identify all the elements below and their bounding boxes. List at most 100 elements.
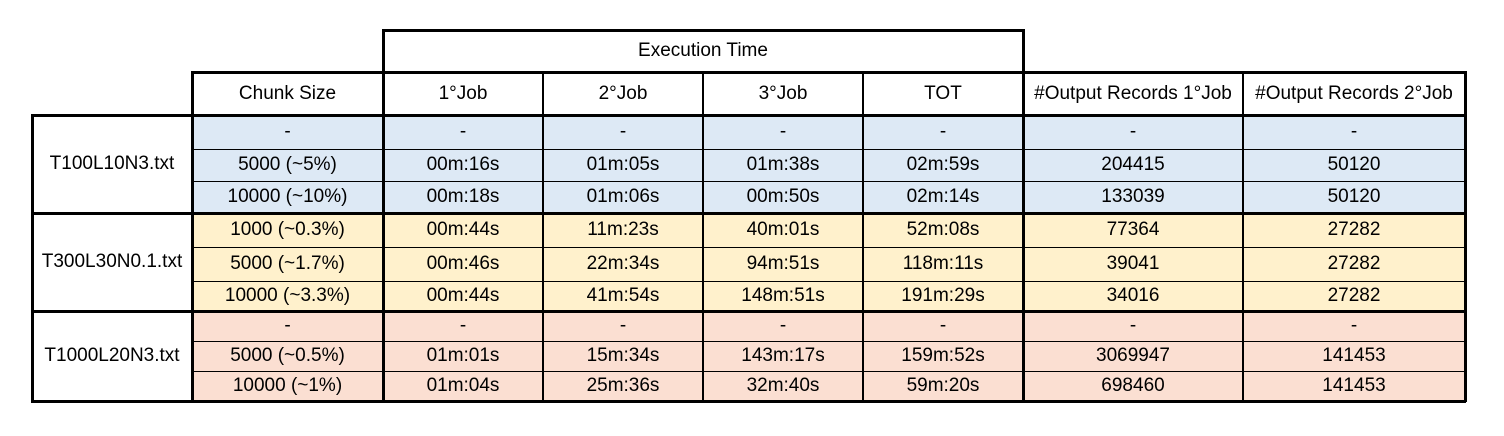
grid-line bbox=[31, 400, 1466, 403]
table-cell: 141453 bbox=[1243, 341, 1465, 371]
grid-line bbox=[1464, 114, 1467, 402]
table-cell: 39041 bbox=[1023, 247, 1243, 281]
table-cell: 00m:46s bbox=[383, 247, 543, 281]
table-cell: - bbox=[383, 115, 543, 149]
table-cell: - bbox=[543, 115, 703, 149]
grid-line bbox=[542, 114, 544, 402]
table-cell: 01m:38s bbox=[703, 149, 863, 181]
table-cell: 3069947 bbox=[1023, 341, 1243, 371]
table-cell: 141453 bbox=[1243, 371, 1465, 401]
grid-line bbox=[31, 310, 1466, 313]
grid-line bbox=[1022, 71, 1025, 116]
table-cell: 00m:44s bbox=[383, 213, 543, 247]
table-cell: 00m:16s bbox=[383, 149, 543, 181]
grid-line bbox=[1022, 114, 1025, 402]
table-cell: 50120 bbox=[1243, 149, 1465, 181]
grid-line bbox=[382, 114, 385, 402]
column-header: #Output Records 1°Job bbox=[1023, 72, 1243, 115]
table-cell: 02m:59s bbox=[863, 149, 1023, 181]
grid-line bbox=[1022, 29, 1025, 73]
grid-line bbox=[191, 114, 194, 402]
table-cell: - bbox=[1243, 311, 1465, 341]
grid-line bbox=[31, 212, 1466, 215]
table-cell: 698460 bbox=[1023, 371, 1243, 401]
grid-line bbox=[31, 114, 34, 402]
table-cell: 148m:51s bbox=[703, 281, 863, 311]
table-cell: - bbox=[192, 115, 383, 149]
grid-line bbox=[192, 181, 1465, 182]
table-cell: 5000 (~0.5%) bbox=[192, 341, 383, 371]
table-cell: 143m:17s bbox=[703, 341, 863, 371]
dataset-label: T100L10N3.txt bbox=[32, 115, 192, 213]
table-cell: 41m:54s bbox=[543, 281, 703, 311]
table-cell: 01m:06s bbox=[543, 181, 703, 213]
table-cell: 10000 (~3.3%) bbox=[192, 281, 383, 311]
table-cell: 27282 bbox=[1243, 281, 1465, 311]
table-cell: - bbox=[1023, 311, 1243, 341]
table-cell: 01m:05s bbox=[543, 149, 703, 181]
column-header: 3°Job bbox=[703, 72, 863, 115]
table-cell: - bbox=[1023, 115, 1243, 149]
grid-line bbox=[192, 149, 1465, 150]
grid-line bbox=[191, 71, 194, 116]
column-header: Chunk Size bbox=[192, 72, 383, 115]
column-header: 2°Job bbox=[543, 72, 703, 115]
table-cell: 11m:23s bbox=[543, 213, 703, 247]
table-cell: - bbox=[703, 115, 863, 149]
grid-line bbox=[31, 114, 1466, 117]
table-cell: 25m:36s bbox=[543, 371, 703, 401]
grid-line bbox=[382, 29, 385, 73]
table-cell: 191m:29s bbox=[863, 281, 1023, 311]
table-cell: 00m:50s bbox=[703, 181, 863, 213]
grid-line bbox=[192, 371, 1465, 372]
grid-line bbox=[1464, 71, 1467, 116]
grid-line bbox=[1242, 71, 1244, 116]
grid-line bbox=[382, 29, 1024, 32]
grid-line bbox=[192, 341, 1465, 342]
grid-line bbox=[702, 114, 704, 402]
table-cell: 118m:11s bbox=[863, 247, 1023, 281]
table-cell: 40m:01s bbox=[703, 213, 863, 247]
table-cell: 59m:20s bbox=[863, 371, 1023, 401]
table-cell: 77364 bbox=[1023, 213, 1243, 247]
table-cell: 5000 (~5%) bbox=[192, 149, 383, 181]
table-cell: - bbox=[192, 311, 383, 341]
table-cell: 32m:40s bbox=[703, 371, 863, 401]
table-cell: - bbox=[543, 311, 703, 341]
table-cell: 5000 (~1.7%) bbox=[192, 247, 383, 281]
column-header: TOT bbox=[863, 72, 1023, 115]
table-cell: 52m:08s bbox=[863, 213, 1023, 247]
column-header: #Output Records 2°Job bbox=[1243, 72, 1465, 115]
table-cell: - bbox=[1243, 115, 1465, 149]
table-cell: 00m:18s bbox=[383, 181, 543, 213]
table-cell: 00m:44s bbox=[383, 281, 543, 311]
table-cell: 27282 bbox=[1243, 213, 1465, 247]
table-cell: 27282 bbox=[1243, 247, 1465, 281]
table-cell: - bbox=[863, 311, 1023, 341]
dataset-label: T1000L20N3.txt bbox=[32, 311, 192, 401]
table-cell: 50120 bbox=[1243, 181, 1465, 213]
grid-line bbox=[862, 114, 864, 402]
dataset-label: T300L30N0.1.txt bbox=[32, 213, 192, 311]
table-cell: 204415 bbox=[1023, 149, 1243, 181]
column-header: 1°Job bbox=[383, 72, 543, 115]
grid-line bbox=[1242, 114, 1244, 402]
grid-line bbox=[192, 247, 1465, 248]
grid-line bbox=[862, 71, 864, 116]
table-cell: 133039 bbox=[1023, 181, 1243, 213]
table-cell: 10000 (~10%) bbox=[192, 181, 383, 213]
table-cell: 01m:04s bbox=[383, 371, 543, 401]
table-cell: 94m:51s bbox=[703, 247, 863, 281]
grid-line bbox=[542, 71, 544, 116]
grid-line bbox=[192, 281, 1465, 282]
table-cell: 02m:14s bbox=[863, 181, 1023, 213]
grid-line bbox=[191, 71, 1466, 74]
table-cell: 1000 (~0.3%) bbox=[192, 213, 383, 247]
grid-line bbox=[702, 71, 704, 116]
table-cell: 22m:34s bbox=[543, 247, 703, 281]
table-cell: 10000 (~1%) bbox=[192, 371, 383, 401]
table-cell: 01m:01s bbox=[383, 341, 543, 371]
execution-time-header: Execution Time bbox=[383, 30, 1023, 72]
table-cell: 159m:52s bbox=[863, 341, 1023, 371]
table-cell: 34016 bbox=[1023, 281, 1243, 311]
